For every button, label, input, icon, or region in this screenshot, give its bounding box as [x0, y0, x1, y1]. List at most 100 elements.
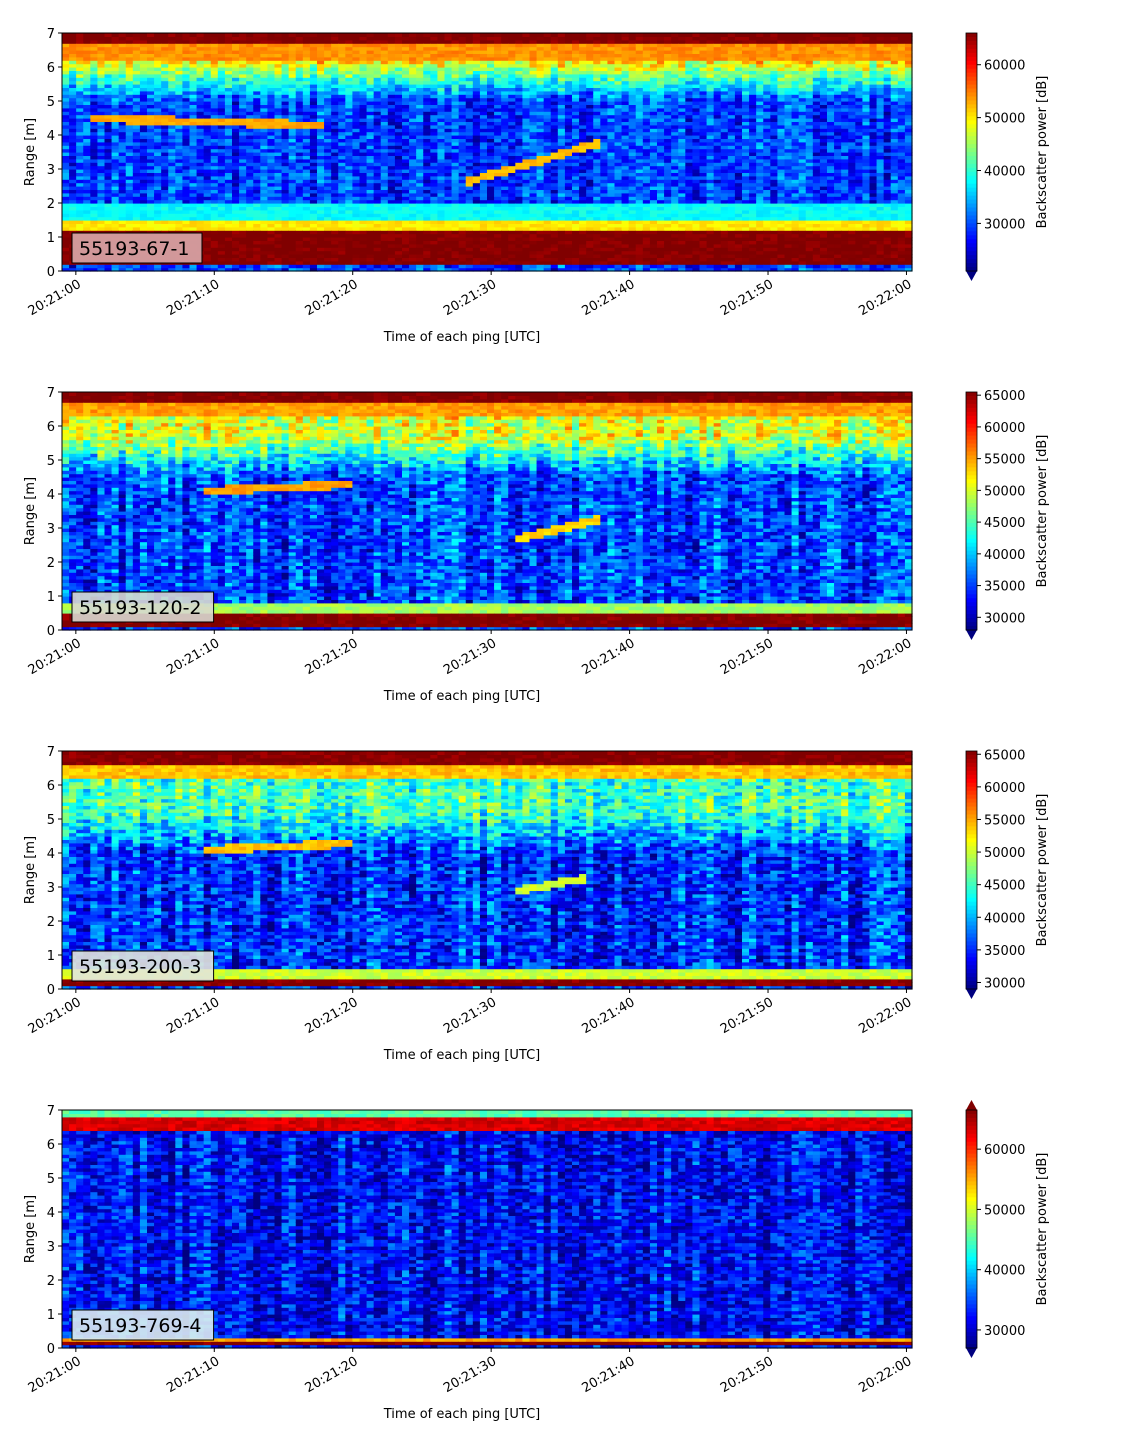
heatmap-cell: [246, 264, 254, 268]
heatmap-cell: [168, 166, 176, 170]
heatmap-cell: [289, 210, 297, 214]
heatmap-cell: [494, 183, 502, 187]
heatmap-cell: [367, 33, 375, 37]
heatmap-cell: [331, 200, 339, 204]
heatmap-cell: [76, 132, 84, 136]
heatmap-cell: [69, 149, 77, 153]
heatmap-cell: [452, 142, 460, 146]
heatmap-cell: [239, 227, 247, 231]
heatmap-cell: [282, 33, 290, 37]
heatmap-cell: [423, 264, 431, 268]
heatmap-cell: [338, 33, 346, 37]
heatmap-cell: [374, 33, 382, 37]
heatmap-cell: [140, 33, 148, 37]
heatmap-cell: [182, 264, 190, 268]
heatmap-cell: [480, 251, 488, 255]
heatmap-cell: [90, 132, 98, 136]
heatmap-cell: [360, 142, 368, 146]
heatmap-cell: [338, 227, 346, 231]
heatmap-cell: [225, 142, 233, 146]
heatmap-cell: [409, 142, 417, 146]
heatmap-cell: [119, 183, 127, 187]
heatmap-cell: [197, 227, 205, 231]
heatmap-cell: [168, 142, 176, 146]
heatmap-cell: [154, 166, 162, 170]
heatmap-cell: [395, 217, 403, 221]
heatmap-cell: [119, 33, 127, 37]
heatmap-cell: [225, 264, 233, 268]
heatmap-cell: [112, 142, 120, 146]
heatmap-cell: [175, 33, 183, 37]
heatmap-cell: [501, 142, 509, 146]
heatmap-cell: [267, 264, 275, 268]
heatmap-cell: [133, 183, 141, 187]
heatmap-cell: [437, 166, 445, 170]
heatmap-cell: [267, 227, 275, 231]
heatmap-cell: [480, 159, 488, 163]
heatmap-cell: [218, 200, 226, 204]
heatmap-cell: [133, 176, 141, 180]
heatmap-cell: [402, 200, 410, 204]
heatmap-cell: [374, 176, 382, 180]
heatmap-cell: [232, 33, 240, 37]
heatmap-cell: [473, 166, 481, 170]
heatmap-cell: [310, 264, 318, 268]
heatmap-cell: [97, 132, 105, 136]
heatmap-cell: [218, 142, 226, 146]
heatmap-cell: [423, 33, 431, 37]
heatmap-cell: [360, 234, 368, 238]
heatmap-cell: [161, 33, 169, 37]
heatmap-cell: [211, 166, 219, 170]
heatmap-cell: [175, 149, 183, 153]
heatmap-cell: [147, 217, 155, 221]
heatmap-cell: [140, 149, 148, 153]
heatmap-cell: [310, 142, 318, 146]
heatmap-cell: [90, 149, 98, 153]
heatmap-cell: [480, 132, 488, 136]
heatmap-cell: [345, 132, 353, 136]
heatmap-cell: [445, 183, 453, 187]
heatmap-cell: [246, 251, 254, 255]
heatmap-cell: [303, 264, 311, 268]
heatmap-cell: [232, 264, 240, 268]
heatmap-cell: [112, 200, 120, 204]
heatmap-cell: [395, 251, 403, 255]
heatmap-cell: [197, 33, 205, 37]
heatmap-cell: [437, 193, 445, 197]
heatmap-cell: [324, 251, 332, 255]
heatmap-cell: [168, 159, 176, 163]
heatmap-cell: [182, 217, 190, 221]
heatmap-cell: [501, 159, 509, 163]
heatmap-cell: [218, 234, 226, 238]
heatmap-cell: [466, 210, 474, 214]
heatmap-cell: [69, 217, 77, 221]
heatmap-cell: [445, 244, 453, 248]
heatmap-cell: [190, 33, 198, 37]
heatmap-cell: [296, 251, 304, 255]
heatmap-cell: [452, 183, 460, 187]
heatmap-cell: [494, 193, 502, 197]
heatmap-cell: [494, 142, 502, 146]
heatmap-cell: [352, 176, 360, 180]
heatmap-cell: [445, 132, 453, 136]
heatmap-cell: [289, 132, 297, 136]
heatmap-cell: [445, 251, 453, 255]
heatmap-cell: [402, 142, 410, 146]
heatmap-cell: [282, 193, 290, 197]
heatmap-cell: [147, 142, 155, 146]
heatmap-cell: [190, 166, 198, 170]
heatmap-cell: [374, 142, 382, 146]
heatmap-cell: [218, 210, 226, 214]
heatmap-cell: [161, 210, 169, 214]
heatmap-cell: [253, 176, 261, 180]
heatmap-cell: [338, 244, 346, 248]
heatmap-cell: [126, 264, 134, 268]
heatmap-cell: [324, 210, 332, 214]
heatmap-cell: [360, 132, 368, 136]
heatmap-cell: [409, 193, 417, 197]
heatmap-cell: [182, 227, 190, 231]
heatmap-cell: [211, 142, 219, 146]
heatmap-cell: [494, 234, 502, 238]
heatmap-cell: [83, 176, 91, 180]
heatmap-cell: [367, 166, 375, 170]
